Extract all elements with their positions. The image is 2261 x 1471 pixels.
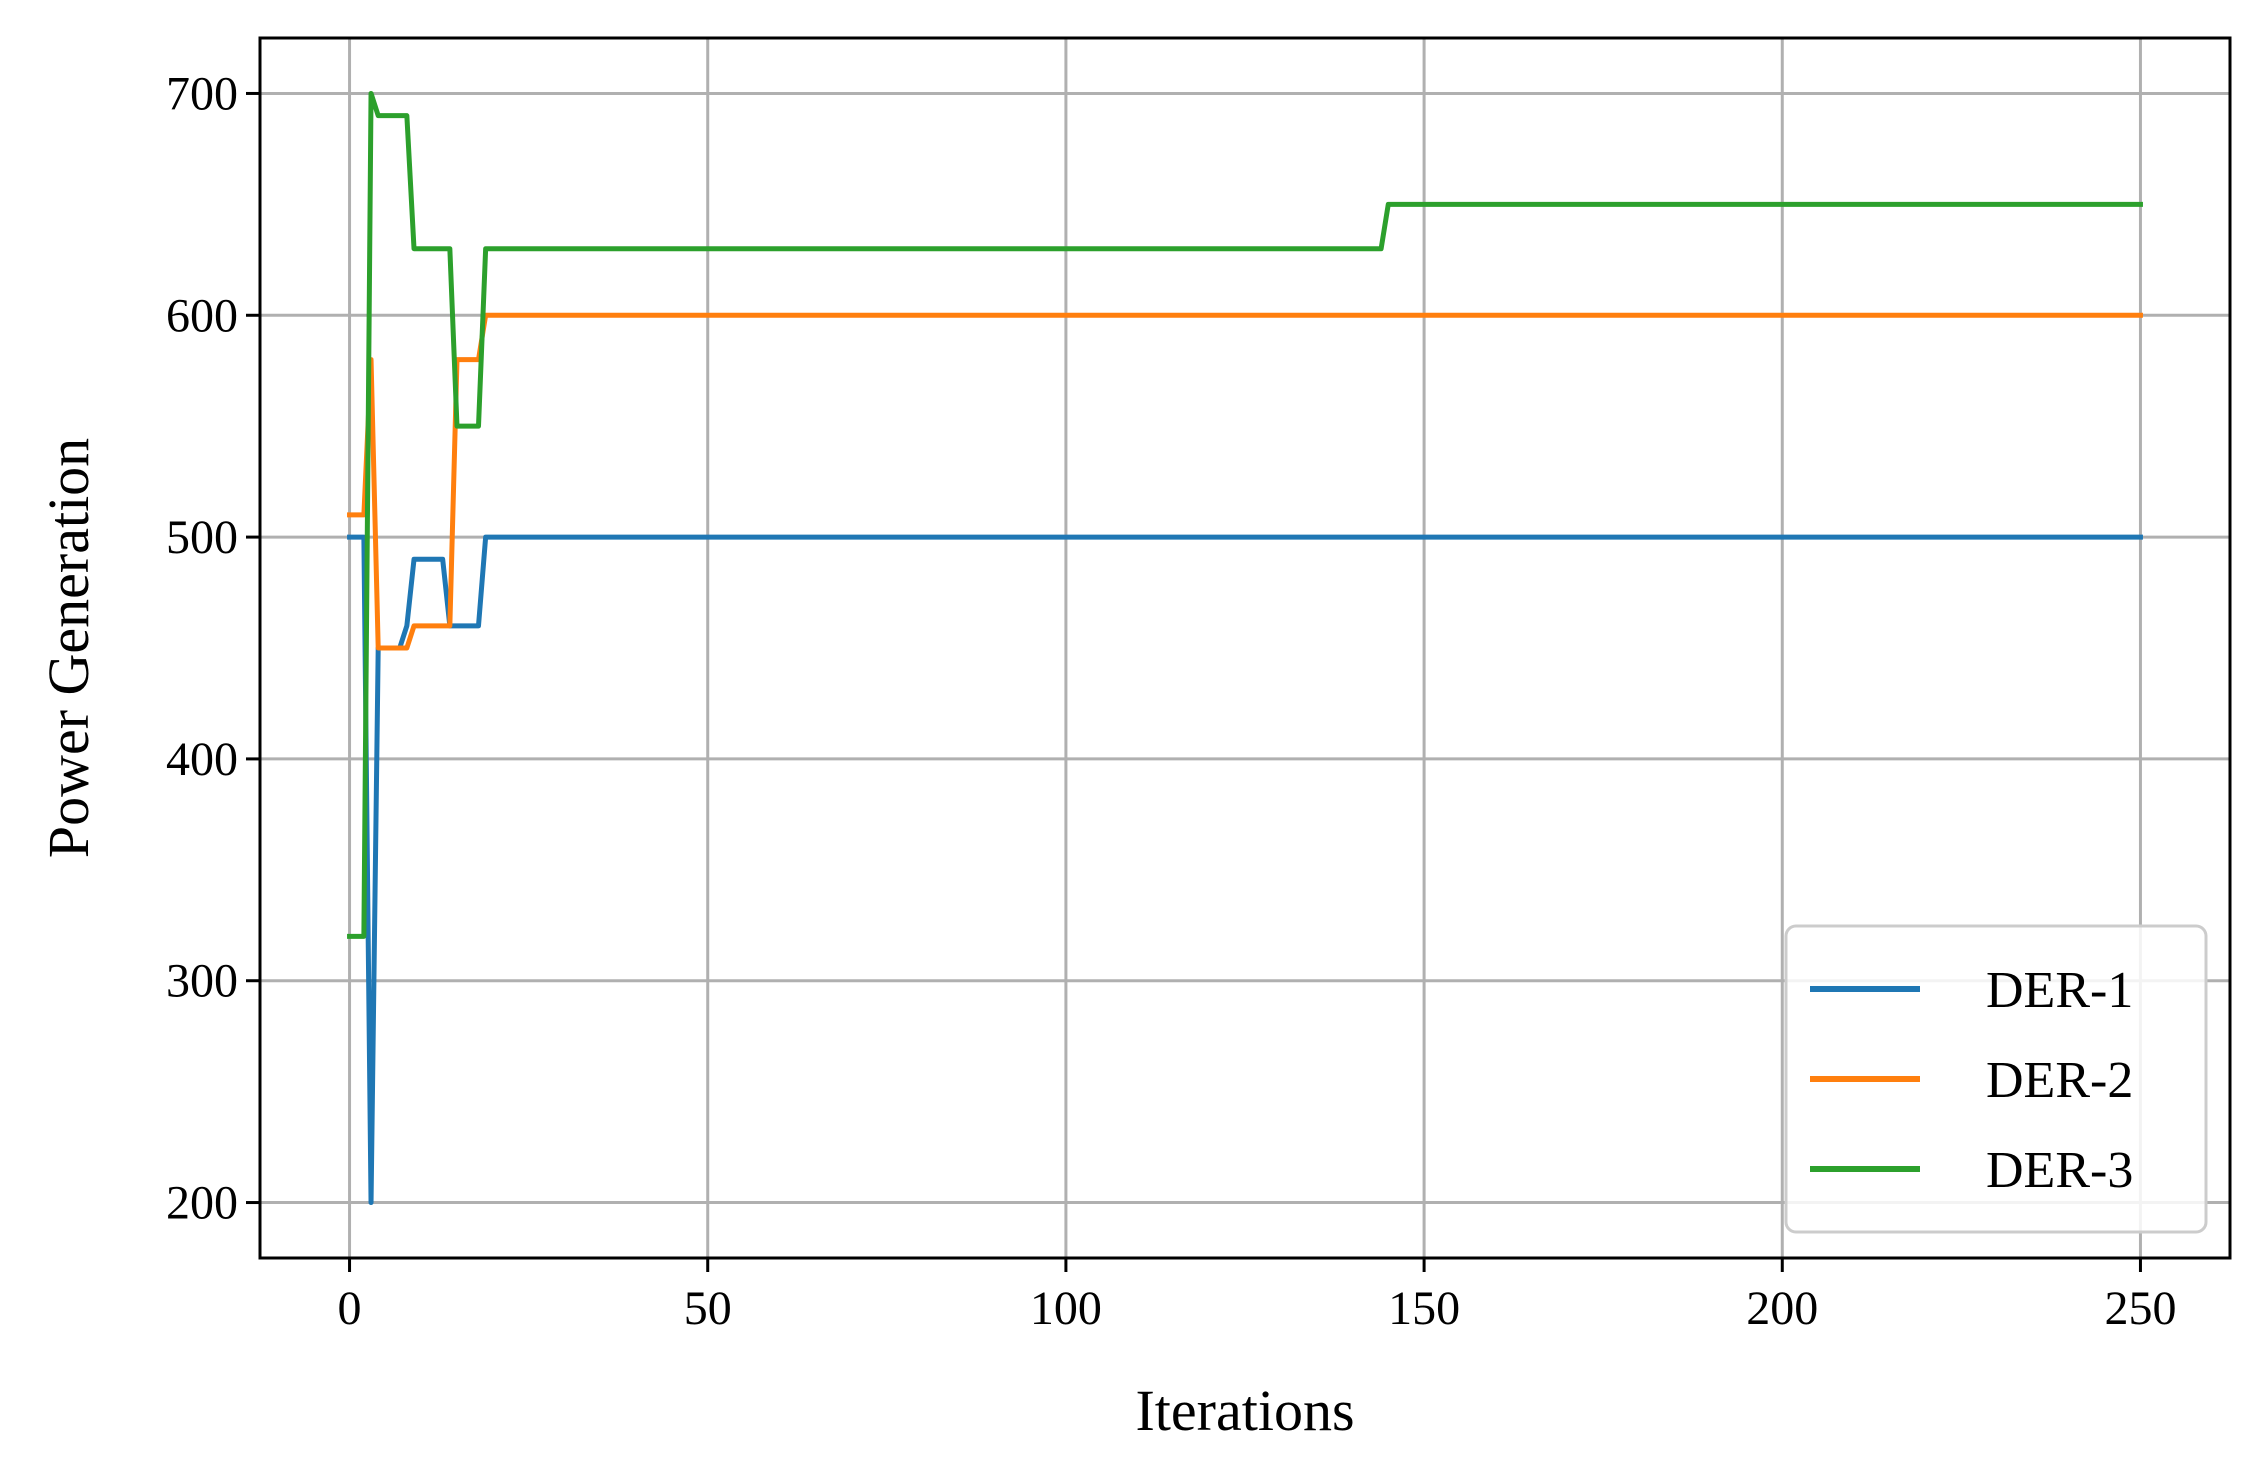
legend: DER-1 DER-2 DER-3 (1784, 924, 2208, 1234)
y-tick-label: 600 (166, 289, 238, 342)
axis-ticks: 0 50 100 150 200 250 200 300 400 500 600 700 (166, 67, 2176, 1335)
series-lines (347, 90, 2143, 1206)
x-tick-label: 250 (2104, 1282, 2176, 1335)
x-tick-label: 150 (1388, 1282, 1460, 1335)
y-tick-label: 400 (166, 733, 238, 786)
x-axis-label: Iterations (1135, 1378, 1354, 1443)
y-tick-label: 200 (166, 1177, 238, 1230)
series-line-3 (347, 90, 2143, 939)
plot-frame (258, 36, 2232, 1260)
y-tick-label: 500 (166, 511, 238, 564)
legend-box (1784, 924, 2208, 1234)
series-line-1 (347, 534, 2143, 1206)
x-tick-label: 50 (684, 1282, 732, 1335)
y-axis-label: Power Generation (36, 438, 101, 858)
x-tick-label: 0 (338, 1282, 362, 1335)
y-tick-label: 300 (166, 955, 238, 1008)
y-tick-label: 700 (166, 67, 238, 120)
legend-label-1: DER-1 (1986, 962, 2133, 1019)
legend-label-2: DER-2 (1986, 1052, 2133, 1109)
x-tick-label: 200 (1746, 1282, 1818, 1335)
legend-label-3: DER-3 (1986, 1142, 2133, 1199)
x-tick-label: 100 (1030, 1282, 1102, 1335)
